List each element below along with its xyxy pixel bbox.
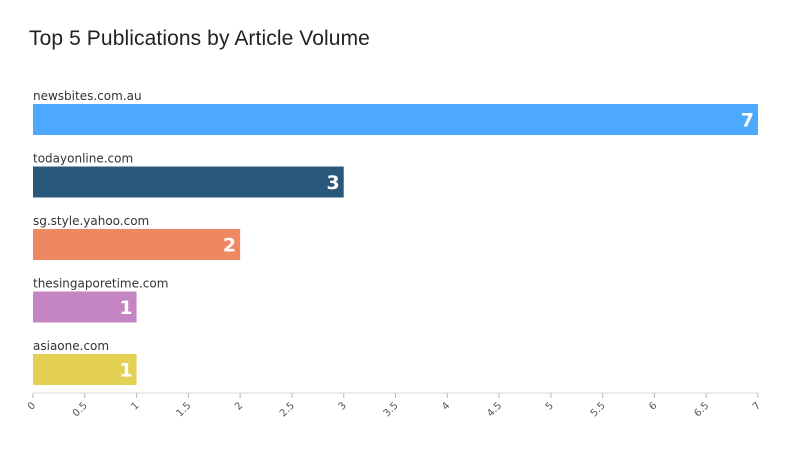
x-tick-label: 3.5 [382,400,401,419]
bar-value-label: 2 [223,235,236,257]
bar-value-label: 1 [119,297,132,319]
x-tick-label: 5.5 [589,400,608,419]
category-label: newsbites.com.au [33,89,142,103]
bar [33,166,344,198]
chart-title: Top 5 Publications by Article Volume [29,27,370,50]
x-tick-label: 7 [751,400,763,412]
bar [33,229,241,260]
category-label: asiaone.com [33,339,109,353]
x-tick-label: 4.5 [485,400,504,419]
bar-value-label: 3 [326,172,339,194]
x-tick-label: 0.5 [71,400,90,419]
x-tick-label: 6 [647,400,659,412]
x-tick-label: 1 [129,400,141,412]
x-tick-label: 2.5 [278,400,297,419]
x-tick-label: 3 [337,400,349,412]
bar-value-label: 7 [741,110,754,132]
bar-value-label: 1 [119,360,132,382]
bar [33,291,137,323]
category-label: thesingaporetime.com [33,277,168,291]
x-tick-label: 5 [544,400,556,412]
x-tick-label: 0 [26,400,38,412]
category-label: sg.style.yahoo.com [33,214,149,228]
bar [33,104,758,135]
x-tick-label: 1.5 [174,400,193,419]
bar [33,354,137,385]
x-tick-label: 4 [440,400,452,412]
x-tick-label: 6.5 [692,400,711,419]
x-tick-label: 2 [233,400,245,412]
category-label: todayonline.com [33,152,133,166]
